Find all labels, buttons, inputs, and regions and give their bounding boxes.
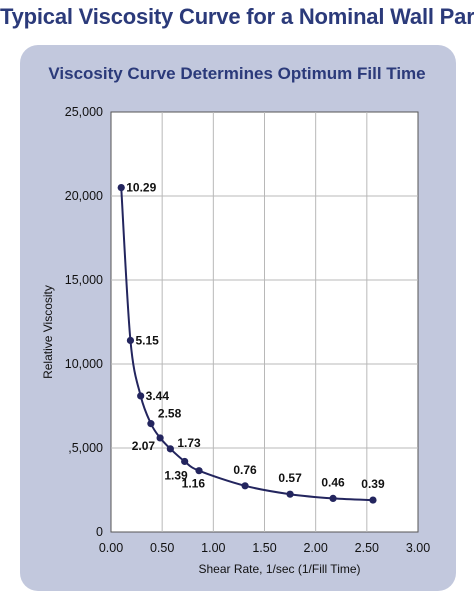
data-point — [369, 496, 377, 504]
y-tick-label: 0 — [96, 525, 103, 539]
data-point — [195, 467, 203, 475]
data-point — [156, 434, 164, 442]
data-point — [147, 420, 155, 428]
data-label: 10.29 — [126, 181, 156, 195]
x-tick-label: 0.00 — [99, 541, 123, 555]
data-point — [241, 482, 249, 490]
y-tick-label: 20,000 — [65, 189, 103, 203]
x-tick-label: 0.50 — [150, 541, 174, 555]
data-label: 0.57 — [278, 471, 302, 485]
data-points — [117, 184, 377, 504]
y-tick-label: ,5,000 — [68, 441, 103, 455]
y-tick-label: 15,000 — [65, 273, 103, 287]
data-labels: 10.29 5.15 3.44 2.58 2.07 1.73 1.391.16 0.76 0.5… — [126, 181, 385, 491]
grid-lines — [111, 112, 418, 532]
x-tick-label: 2.00 — [303, 541, 327, 555]
data-label: 5.15 — [135, 333, 159, 347]
y-tick-label: 10,000 — [65, 357, 103, 371]
chart-title: Viscosity Curve Determines Optimum Fill … — [48, 64, 426, 83]
data-point — [117, 184, 125, 192]
data-point — [137, 392, 145, 400]
data-label: 1.16 — [182, 477, 206, 491]
x-tick-label: 3.00 — [406, 541, 430, 555]
x-axis-label: Shear Rate, 1/sec (1/Fill Time) — [198, 562, 360, 576]
data-point — [166, 445, 174, 453]
x-tick-label: 1.00 — [201, 541, 225, 555]
data-point — [286, 490, 294, 498]
tick-labels: 0.00 0.50 1.00 1.50 2.00 2.50 3.00 0 ,5,000 10,00… — [65, 105, 430, 555]
x-tick-label: 2.50 — [355, 541, 379, 555]
data-label: 0.39 — [361, 477, 385, 491]
data-label: 2.58 — [158, 407, 182, 421]
data-point — [329, 494, 337, 502]
y-axis-label: Relative Viscosity — [41, 285, 55, 379]
x-tick-label: 1.50 — [252, 541, 276, 555]
data-point — [126, 336, 135, 345]
page-title: Typical Viscosity Curve for a Nominal Wa… — [0, 4, 474, 29]
data-label: 1.73 — [177, 436, 201, 450]
y-tick-label: 25,000 — [65, 105, 103, 119]
data-label: 1.39 — [164, 468, 188, 482]
data-label: 3.44 — [146, 389, 170, 403]
data-label: 0.46 — [321, 475, 345, 489]
data-point — [181, 457, 189, 466]
data-label: 0.76 — [233, 463, 257, 477]
data-label: 2.07 — [132, 439, 156, 453]
